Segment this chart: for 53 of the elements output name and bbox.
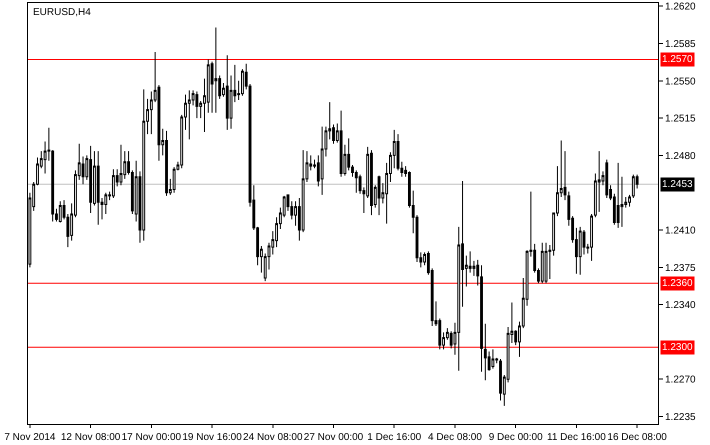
candlestick	[544, 242, 548, 284]
x-tick-label: 24 Nov 08:00	[243, 432, 303, 443]
candlestick	[188, 90, 191, 140]
x-tick-label: 11 Dec 16:00	[547, 432, 606, 443]
candlestick	[590, 214, 594, 262]
candlestick	[89, 145, 92, 214]
candlestick	[142, 88, 146, 242]
x-tick-label: 27 Nov 00:00	[304, 432, 364, 443]
candlestick	[112, 168, 115, 199]
candlestick	[578, 226, 582, 276]
candlestick	[165, 130, 168, 196]
candlestick	[605, 159, 608, 199]
candlestick	[340, 110, 343, 178]
candlestick	[226, 54, 229, 130]
candlestick	[320, 126, 324, 196]
x-tick-label: 16 Dec 08:00	[607, 432, 668, 443]
y-tick-label: 1.2585	[665, 39, 696, 50]
candlestick	[214, 27, 218, 114]
x-tick-label: 17 Nov 00:00	[122, 432, 182, 443]
y-tick-label: 1.2375	[665, 262, 696, 274]
candlestick	[58, 200, 62, 224]
candlestick	[370, 150, 373, 216]
ref-line-label: 1.2300	[662, 342, 694, 353]
ref-line-label: 1.2570	[662, 54, 694, 65]
x-tick-label: 4 Dec 08:00	[428, 432, 482, 443]
x-tick-label: 12 Nov 08:00	[60, 432, 121, 443]
candlestick	[480, 264, 483, 372]
x-tick-label: 9 Dec 00:00	[488, 432, 544, 443]
candlestick	[378, 175, 380, 216]
x-tick-label: 19 Nov 16:00	[182, 432, 242, 443]
y-tick-label: 1.2620	[665, 2, 696, 13]
y-tick-label: 1.2480	[665, 150, 696, 162]
y-tick-label: 1.2235	[665, 412, 696, 424]
candlestick	[491, 348, 494, 370]
x-tick-label: 7 Nov 2014	[4, 432, 56, 443]
chart-title: EURUSD,H4	[33, 7, 92, 18]
candlestick	[96, 150, 100, 226]
x-tick-label: 1 Dec 16:00	[367, 432, 422, 443]
candlestick	[195, 90, 198, 119]
candlestick	[540, 242, 544, 284]
candlestick	[628, 194, 631, 208]
candlestick	[120, 144, 122, 186]
y-tick-label: 1.2270	[665, 374, 696, 386]
ref-line-label: 1.2453	[662, 179, 694, 190]
candlestick	[616, 162, 620, 228]
y-tick-label: 1.2515	[665, 114, 696, 125]
ref-line-label: 1.2360	[662, 278, 694, 289]
candlestick	[476, 259, 480, 286]
y-tick-label: 1.2410	[665, 226, 696, 237]
y-tick-label: 1.2550	[665, 76, 696, 88]
candlestick	[632, 174, 635, 199]
candlestick	[484, 323, 487, 381]
y-tick-label: 1.2340	[665, 300, 696, 312]
